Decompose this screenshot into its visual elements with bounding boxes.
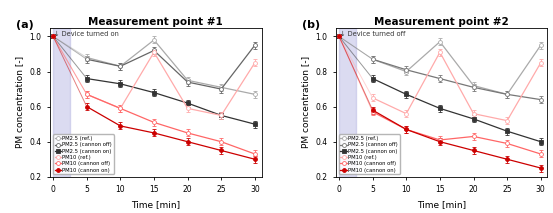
Legend: PM2.5 (ref.), PM2.5 (cannon off), PM2.5 (cannon on), PM10 (ref.), PM10 (cannon o: PM2.5 (ref.), PM2.5 (cannon off), PM2.5 … [339, 134, 400, 174]
Bar [339, 28, 356, 177]
Title: Measurement point #1: Measurement point #1 [88, 17, 223, 27]
Bar [53, 28, 70, 177]
Y-axis label: PM concentration [-]: PM concentration [-] [15, 56, 24, 148]
Y-axis label: PM concentration [-]: PM concentration [-] [301, 56, 310, 148]
Text: ↓ Device turned on: ↓ Device turned on [54, 31, 119, 37]
Legend: PM2.5 (ref.), PM2.5 (cannon off), PM2.5 (cannon on), PM10 (ref.), PM10 (cannon o: PM2.5 (ref.), PM2.5 (cannon off), PM2.5 … [53, 134, 114, 174]
Text: (a): (a) [16, 20, 34, 30]
Text: ↓ Device turned off: ↓ Device turned off [340, 31, 405, 37]
X-axis label: Time [min]: Time [min] [131, 200, 180, 209]
Title: Measurement point #2: Measurement point #2 [374, 17, 509, 27]
X-axis label: Time [min]: Time [min] [417, 200, 466, 209]
Text: (b): (b) [302, 20, 320, 30]
